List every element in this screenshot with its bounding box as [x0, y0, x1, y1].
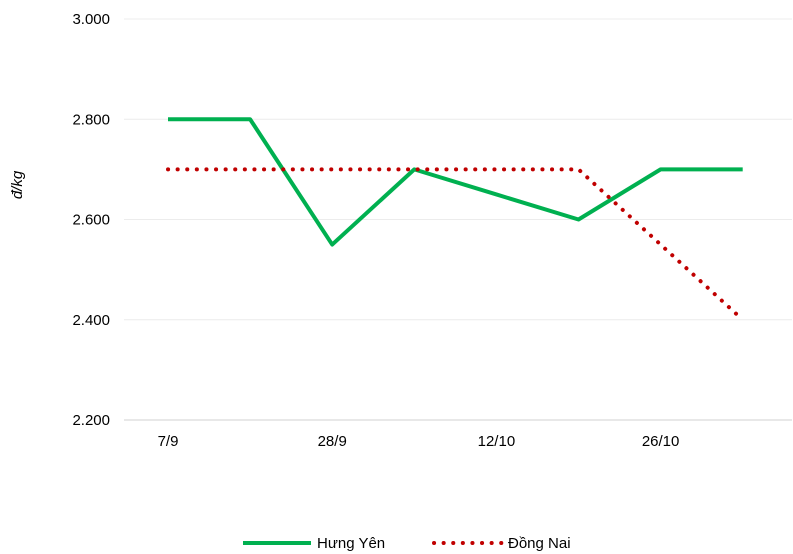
legend-label: Hưng Yên: [317, 535, 385, 552]
series-line-1: [168, 117, 743, 247]
y-tick-label: 2.600: [72, 212, 110, 229]
y-axis-ticks: 2.200 2.400 2.600 2.800 3.000: [72, 11, 110, 429]
x-axis-ticks: 7/9 28/9 12/10 26/10: [158, 433, 680, 450]
series-lines: [166, 117, 745, 322]
y-tick-label: 2.800: [72, 111, 110, 128]
x-tick-label: 7/9: [158, 433, 179, 450]
y-tick-label: 2.200: [72, 412, 110, 429]
gridlines: [124, 18, 792, 421]
x-tick-label: 28/9: [318, 433, 347, 450]
legend-label: Đồng Nai: [508, 535, 571, 552]
series-line-2: [166, 167, 745, 322]
x-tick-label: 12/10: [478, 433, 516, 450]
legend: Hưng Yên Đồng Nai: [243, 535, 571, 552]
y-axis-label: đ/kg: [9, 170, 26, 199]
y-tick-label: 2.400: [72, 312, 110, 329]
y-tick-label: 3.000: [72, 11, 110, 28]
x-tick-label: 26/10: [642, 433, 680, 450]
